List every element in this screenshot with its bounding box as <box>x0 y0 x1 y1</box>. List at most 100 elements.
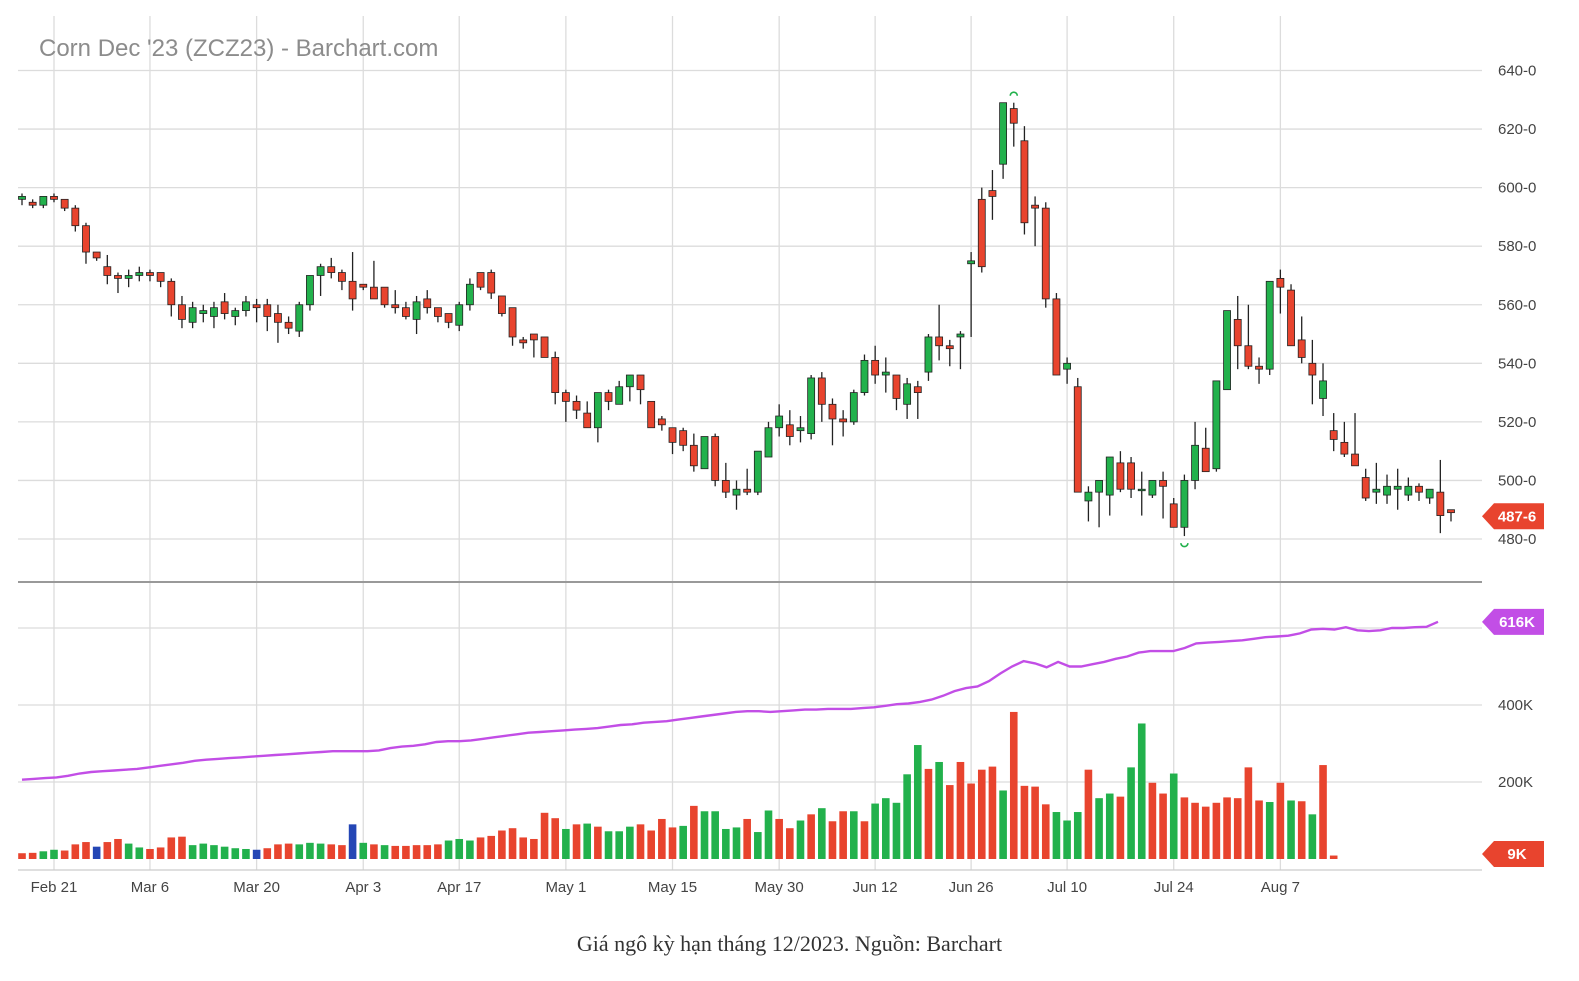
volume-bar <box>135 847 144 859</box>
last-price-tag-shape <box>1482 503 1544 530</box>
volume-bar <box>210 845 218 859</box>
volume-bar <box>274 844 282 859</box>
candle-body <box>1201 447 1210 473</box>
candle-body <box>1041 207 1050 300</box>
volume-bar <box>1244 767 1253 859</box>
price-tick-label: 500-0 <box>1498 472 1536 489</box>
volume-bar <box>722 828 730 859</box>
candle-body <box>551 357 560 393</box>
date-tick-label: Jun 26 <box>949 879 994 896</box>
last-price-label: 487-6 <box>1498 508 1536 525</box>
volume-last-label: 9K <box>1507 846 1526 863</box>
candle-body <box>231 310 240 317</box>
volume-bar <box>1223 797 1231 859</box>
volume-tag: 9K <box>1482 841 1544 867</box>
candle-body <box>50 196 58 200</box>
candle-body <box>828 403 837 420</box>
candle-body <box>945 345 954 350</box>
candle-body <box>167 280 176 306</box>
high-low-markers <box>1009 91 1189 548</box>
volume-bar <box>434 844 442 859</box>
date-tick-label: Jul 10 <box>1047 879 1087 896</box>
candle-body <box>1244 345 1253 367</box>
candle-body <box>1361 477 1370 499</box>
volume-bar <box>1233 798 1242 859</box>
volume-bar <box>1041 804 1050 859</box>
volume-bar <box>1105 793 1114 859</box>
candle-body <box>487 272 496 294</box>
volume-tick-label: 200K <box>1498 774 1533 791</box>
last-value-tags: 487-6 616K 9K <box>1482 503 1544 867</box>
candle-body <box>860 359 869 393</box>
volume-bar <box>156 847 165 859</box>
volume-bar <box>1265 802 1274 859</box>
candle-body <box>28 201 37 206</box>
candle-body <box>1415 485 1423 493</box>
volume-bar <box>1201 806 1210 859</box>
candle-body <box>252 304 261 309</box>
volume-bar <box>1031 786 1039 859</box>
volume-bar <box>796 820 805 859</box>
volume-bar <box>295 844 304 859</box>
volume-bar <box>1127 767 1135 859</box>
volume-bar <box>892 802 901 859</box>
volume-bar <box>572 824 581 859</box>
date-tick-label: Mar 20 <box>233 879 280 896</box>
candle-body <box>444 313 453 323</box>
candle-body <box>220 301 229 314</box>
candle-body <box>1265 280 1274 370</box>
volume-bar <box>92 846 101 859</box>
volume-bar <box>178 836 186 859</box>
open-interest-last-label: 616K <box>1499 614 1535 631</box>
candle-body <box>935 336 944 347</box>
candle-body <box>348 280 357 300</box>
candle-body <box>39 196 48 206</box>
candle-body <box>423 298 432 309</box>
candle-body <box>338 272 346 282</box>
date-tick-label: May 1 <box>545 879 586 896</box>
candle-body <box>967 260 976 265</box>
period-high-marker <box>1009 91 1019 96</box>
candle-body <box>1287 289 1295 347</box>
candle-body <box>455 304 464 326</box>
candle-body <box>636 374 645 391</box>
price-tick-label: 480-0 <box>1498 531 1536 548</box>
date-tick-label: Mar 6 <box>131 879 169 896</box>
candle-body <box>615 386 624 405</box>
candle-body <box>434 307 442 317</box>
volume-bar <box>359 842 368 859</box>
candle-body <box>732 488 741 496</box>
volume-bar <box>188 845 197 859</box>
candle-body <box>178 304 186 320</box>
volume-bar <box>690 805 698 859</box>
volume-bar <box>1191 802 1199 859</box>
volume-bar <box>1319 765 1327 859</box>
candle-body <box>519 339 528 344</box>
volume-bar <box>967 783 975 859</box>
candle-body <box>1276 277 1285 288</box>
candle-body <box>1329 430 1338 440</box>
volume-bar <box>711 811 719 859</box>
volume-bar <box>71 844 80 859</box>
volume-bar <box>1148 782 1157 859</box>
figure-caption: Giá ngô kỳ hạn tháng 12/2023. Nguồn: Bar… <box>576 931 1003 956</box>
volume-bar <box>220 846 229 859</box>
candle-body <box>1425 488 1434 499</box>
candle-body <box>1137 488 1146 492</box>
volume-bar <box>519 837 528 859</box>
volume-tag-shape <box>1482 841 1544 867</box>
volume-bar <box>1159 793 1167 859</box>
candle-body <box>1020 140 1029 224</box>
candle-body <box>1180 480 1189 528</box>
candle-body <box>274 313 282 323</box>
candle-body <box>583 412 592 429</box>
candle-body <box>561 392 570 402</box>
volume-bar <box>1276 782 1285 859</box>
volume-bar <box>423 845 432 859</box>
volume-bar <box>242 848 250 859</box>
candle-body <box>956 333 965 338</box>
date-tick-label: May 15 <box>648 879 697 896</box>
candle-body <box>295 304 304 332</box>
candle-body <box>871 359 880 376</box>
candle-body <box>306 275 314 306</box>
